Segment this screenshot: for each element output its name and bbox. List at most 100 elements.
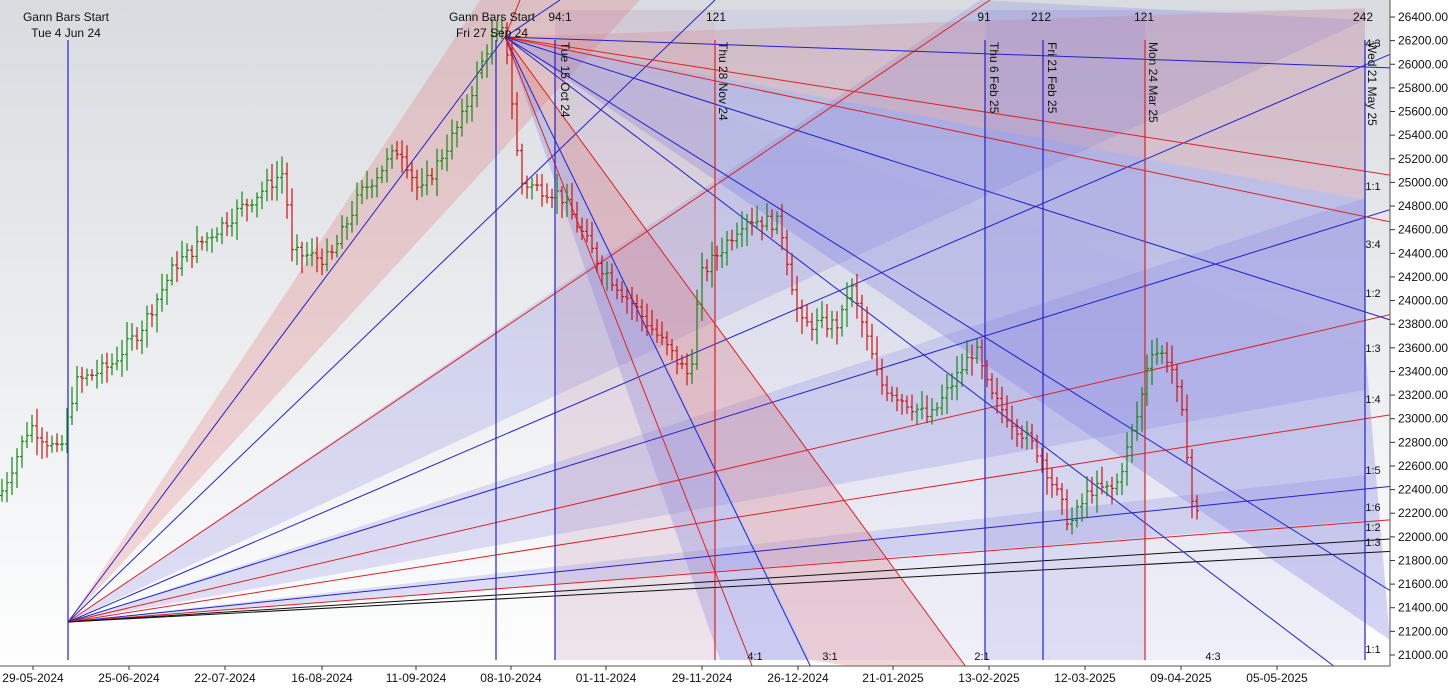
x-tick-label: 09-04-2025 [1150,671,1212,685]
right-ratio-5: 1:4 [1365,394,1380,406]
price-bar [390,144,394,169]
price-bar [85,368,89,386]
vertical-marker-label-4: Mon 24 Mar 25 [1146,42,1160,123]
price-bar [1075,499,1079,528]
price-bar [355,182,359,226]
price-bar [190,245,194,269]
price-bar [80,366,84,393]
price-bar [1070,507,1074,535]
x-tick-label: 29-05-2024 [2,671,64,685]
price-bar [640,299,644,332]
fan-wedge-11 [985,10,1145,660]
price-bar [790,253,794,295]
price-bar [465,94,469,124]
y-tick-label: 24200.00 [1398,270,1448,284]
fan-wedge-8 [505,37,810,660]
right-ratio-1: 1:1 [1365,181,1380,193]
price-bar [815,308,819,345]
price-bar [1195,495,1199,520]
y-tick-label: 22000.00 [1398,530,1448,544]
price-bar [1135,401,1139,441]
price-bar [885,375,889,402]
price-bar [925,395,929,424]
price-bar [1085,476,1089,518]
right-ratio-9: 1:3 [1365,537,1380,549]
price-bar [185,243,189,263]
price-bar [655,319,659,343]
fan-line-10 [67,547,1453,623]
price-bar [40,427,44,459]
price-bar [905,395,909,414]
price-bar [900,393,904,415]
price-bar [820,301,824,329]
price-bar [160,273,164,312]
top-count-0: 94:1 [548,10,572,24]
price-bar [1030,423,1034,450]
price-bar [935,402,939,417]
price-bar [300,241,304,274]
price-bar [165,274,169,305]
top-count-2: 91 [977,10,991,24]
price-bar [1040,447,1044,473]
x-tick-label: 13-02-2025 [958,671,1020,685]
price-bar [340,215,344,249]
fan-line-14 [504,36,1453,341]
y-tick-label: 22400.00 [1398,483,1448,497]
price-bar [535,173,539,192]
price-bar [220,217,224,245]
price-bar [615,278,619,300]
y-tick-label: 23200.00 [1398,388,1448,402]
price-bar [520,143,524,195]
chart-labels: Gann Bars Start Tue 4 Jun 24 Gann Bars Sta… [23,10,1381,663]
price-bar [910,394,914,421]
price-bar [150,304,154,328]
price-bar [965,340,969,375]
price-bar [490,19,494,65]
price-bar [475,61,479,108]
price-bar [275,160,279,201]
price-bar [880,358,884,395]
y-tick-label: 23400.00 [1398,364,1448,378]
price-bar [735,222,739,249]
price-bar [360,180,364,205]
price-bar [680,354,684,370]
price-bar [130,322,134,351]
price-bar [5,472,9,503]
price-bar [425,160,429,196]
price-bar [810,312,814,341]
y-tick-label: 24400.00 [1398,246,1448,260]
y-tick-label: 26400.00 [1398,10,1448,24]
price-bar [345,216,349,240]
price-bar [665,331,669,356]
y-tick-label: 21600.00 [1398,577,1448,591]
price-bar [45,431,49,458]
price-bar [510,37,514,120]
price-bar [590,221,594,254]
price-bar [250,199,254,213]
price-bar [750,207,754,236]
price-bar [560,186,564,219]
price-bar [1055,476,1059,496]
price-bar [650,309,654,336]
price-bar [980,338,984,380]
price-bar [1180,379,1184,416]
price-bar [890,386,894,403]
price-bar [495,20,499,42]
price-bar [1130,424,1134,463]
price-bar [350,200,354,233]
price-bar [270,163,274,201]
price-bar [460,98,464,137]
price-bar [400,140,404,173]
price-bar [795,275,799,322]
price-bar [10,456,14,495]
fan-line-3 [67,49,1401,623]
right-ratio-0: 4:3 [1365,38,1380,50]
x-tick-label: 08-10-2024 [480,671,542,685]
price-bar [565,183,569,217]
right-ratio-10: 1:1 [1365,644,1380,656]
price-bar [840,304,844,337]
y-axis-panel [1390,0,1453,686]
price-bar [410,162,414,192]
y-tick-label: 25000.00 [1398,175,1448,189]
